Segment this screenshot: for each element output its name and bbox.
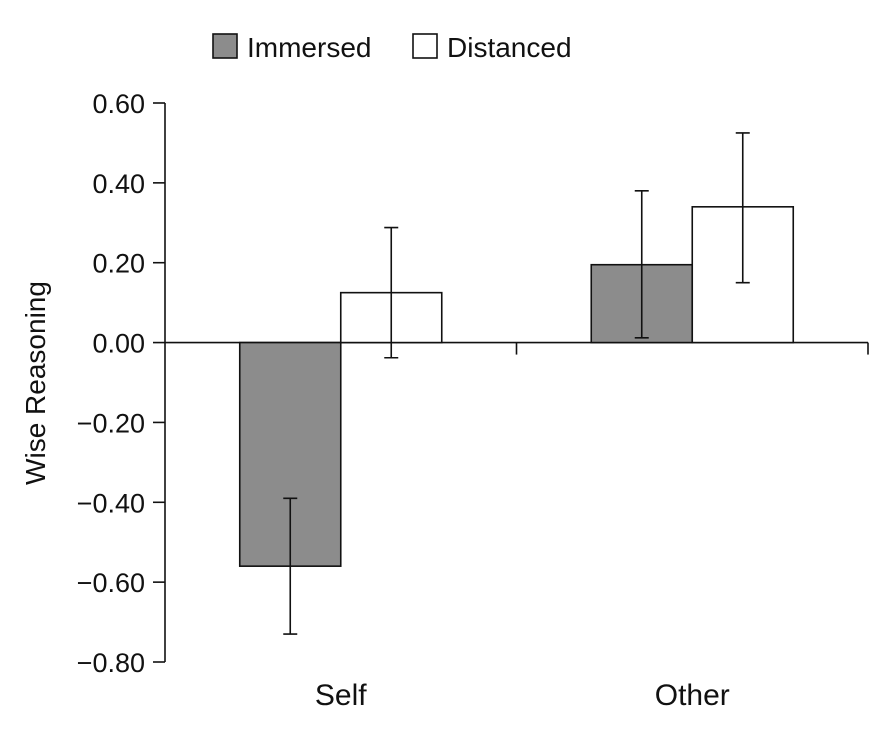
- y-tick-label: 0.40: [92, 169, 145, 199]
- error-bars: [283, 132, 750, 635]
- y-tick-label: −0.20: [77, 408, 145, 438]
- x-category-label: Other: [655, 679, 730, 712]
- y-axis: −0.80 −0.60 −0.40 −0.20 0.00 0.20 0.40 0.60: [77, 89, 166, 678]
- legend-swatch-distanced: [412, 33, 438, 59]
- error-bar-immersed-self: [283, 497, 298, 635]
- legend-label-distanced: Distanced: [447, 32, 572, 63]
- legend: Immersed Distanced: [212, 32, 572, 63]
- y-tick-label: 0.60: [92, 89, 145, 119]
- y-tick-label: −0.40: [77, 488, 145, 518]
- y-tick-label: 0.20: [92, 249, 145, 279]
- error-bar-distanced-self: [384, 226, 399, 359]
- y-tick-label: 0.00: [92, 329, 145, 359]
- y-tick-label: −0.60: [77, 568, 145, 598]
- x-category-label: Self: [315, 679, 367, 712]
- error-bar-distanced-other: [735, 132, 750, 284]
- y-tick-label: −0.80: [77, 648, 145, 678]
- y-axis-title: Wise Reasoning: [20, 281, 51, 485]
- legend-swatch-immersed: [212, 33, 238, 59]
- error-bar-immersed-other: [634, 190, 649, 339]
- bars: [238, 206, 795, 567]
- legend-label-immersed: Immersed: [247, 32, 371, 63]
